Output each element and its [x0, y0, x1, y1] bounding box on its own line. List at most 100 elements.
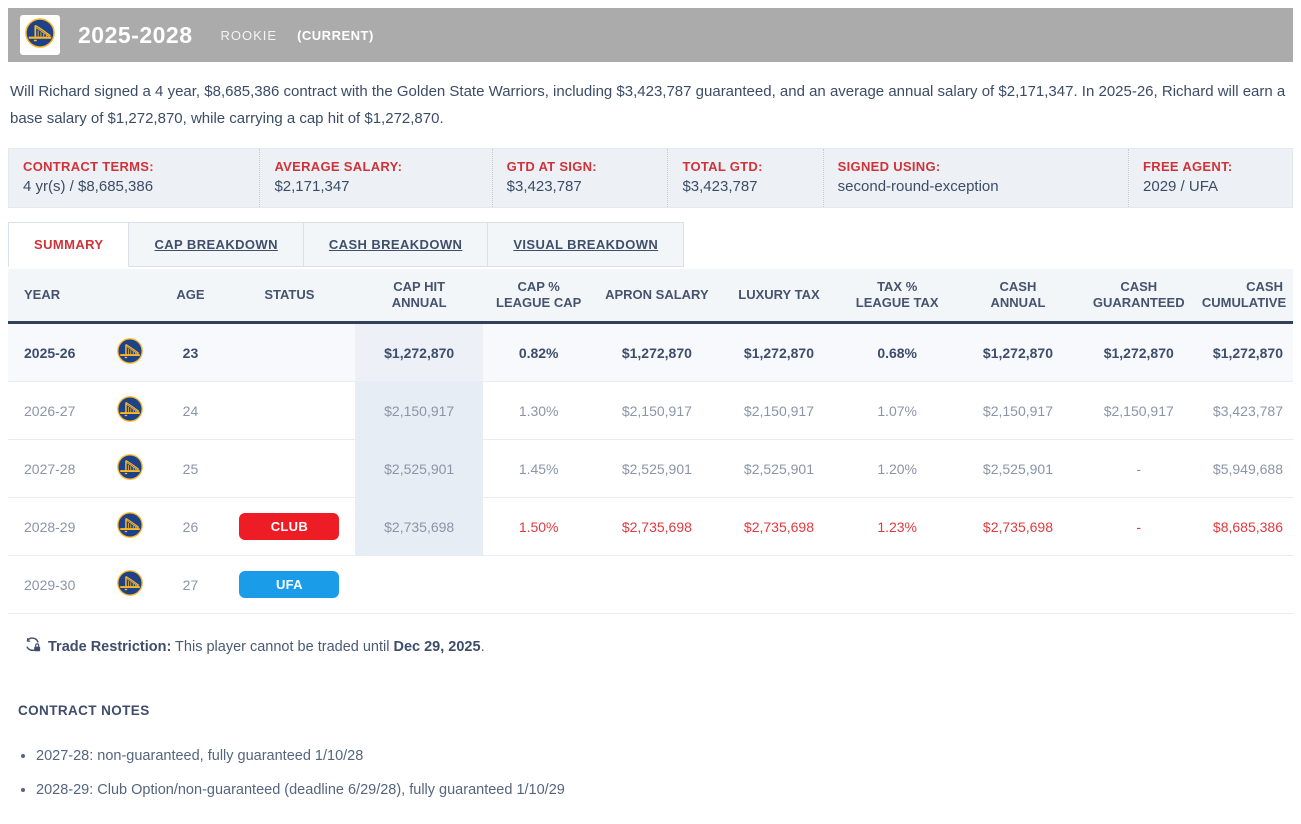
salary-row-2029-30: 2029-30 27 UFA — [8, 556, 1293, 614]
cash-cumulative-cell — [1198, 556, 1293, 614]
breakdown-tabs: SUMMARY CAP BREAKDOWN CASH BREAKDOWN VISUAL… — [8, 222, 685, 267]
warriors-logo-icon — [25, 17, 55, 53]
tax-pct-cell: 1.07% — [877, 402, 918, 419]
cap-pct-cell: 0.82% — [518, 344, 559, 361]
contract-years-title: 2025-2028 — [78, 21, 193, 48]
cap-pct-cell: 1.50% — [518, 518, 559, 535]
term-label: SIGNED USING: — [837, 159, 941, 174]
term-value: 2029 / UFA — [1143, 178, 1219, 195]
luxury-tax-cell — [720, 556, 838, 614]
term-label: TOTAL GTD: — [682, 159, 763, 174]
cash-cumulative-cell: $1,272,870 — [1212, 344, 1283, 361]
tax-pct-cell — [838, 556, 956, 614]
team-logo-cell — [103, 556, 157, 614]
cap-hit-cell: $2,735,698 — [354, 497, 484, 556]
column-header-age: AGE — [157, 269, 224, 323]
cash-annual-cell: $1,272,870 — [982, 344, 1053, 361]
term-value: $2,171,347 — [274, 178, 350, 195]
tab-label: CAP BREAKDOWN — [154, 237, 278, 252]
cash-guaranteed-cell: $1,272,870 — [1103, 344, 1174, 361]
column-header-apron: APRON SALARY — [593, 269, 720, 323]
salary-row-2027-28: 2027-28 25 $2,525,901 1.45% $2,525,901 $2,52… — [8, 439, 1293, 498]
team-logo-cell — [103, 382, 157, 440]
cap-pct-cell: 1.30% — [518, 402, 559, 419]
term-value: $3,423,787 — [682, 178, 758, 195]
age-cell: 25 — [182, 460, 199, 477]
term-cell-average-salary: AVERAGE SALARY: $2,171,347 — [260, 149, 493, 207]
age-cell: 26 — [182, 518, 199, 535]
contract-note-item: 2027-28: non-guaranteed, fully guarantee… — [36, 748, 1293, 764]
cash-annual-cell — [956, 556, 1079, 614]
term-cell-contract-terms: CONTRACT TERMS: 4 yr(s) / $8,685,386 — [9, 149, 261, 207]
tax-pct-cell: 0.68% — [877, 344, 918, 361]
tab-summary[interactable]: SUMMARY — [9, 223, 130, 267]
term-label: CONTRACT TERMS: — [23, 159, 154, 174]
year-cell: 2028-29 — [24, 518, 76, 535]
apron-salary-cell: $2,735,698 — [621, 518, 692, 535]
cash-cumulative-cell: $5,949,688 — [1212, 460, 1283, 477]
term-cell-total-gtd: TOTAL GTD: $3,423,787 — [668, 149, 824, 207]
tab-label: CASH BREAKDOWN — [328, 237, 463, 252]
year-cell: 2029-30 — [24, 576, 76, 593]
status-cell — [224, 323, 355, 382]
cap-pct-cell — [483, 556, 594, 614]
salary-table-header: YEAR AGE STATUS CAP HIT ANNUAL CAP % LEAGUE CA… — [8, 269, 1293, 323]
salary-table: YEAR AGE STATUS CAP HIT ANNUAL CAP % LEAGUE CA… — [8, 269, 1293, 614]
salary-row-2025-26: 2025-26 23 $1,272,870 0.82% $1,272,870 $1,27… — [8, 322, 1293, 382]
age-cell: 27 — [182, 576, 199, 593]
term-label: AVERAGE SALARY: — [274, 159, 403, 174]
team-logo-cell — [103, 498, 157, 556]
contract-type-label: ROOKIE — [220, 27, 278, 43]
cash-guaranteed-cell: $2,150,917 — [1103, 402, 1174, 419]
luxury-tax-cell: $2,525,901 — [743, 460, 814, 477]
luxury-tax-cell: $2,735,698 — [743, 518, 814, 535]
luxury-tax-cell: $1,272,870 — [743, 344, 814, 361]
status-badge-ufa[interactable]: UFA — [239, 571, 340, 598]
tab-label: SUMMARY — [34, 237, 104, 252]
contract-note-item: 2028-29: Club Option/non-guaranteed (dea… — [36, 782, 1293, 798]
salary-row-2028-29: 2028-29 26 CLUB $2,735,698 1.50% $2,735,698 $… — [8, 497, 1293, 556]
trade-lock-icon — [24, 636, 41, 657]
warriors-logo-icon — [117, 512, 143, 541]
cap-hit-cell: $1,272,870 — [354, 322, 484, 382]
year-cell: 2025-26 — [24, 344, 76, 361]
term-label: GTD AT SIGN: — [506, 159, 597, 174]
team-logo-box — [20, 15, 60, 55]
age-cell: 24 — [182, 402, 199, 419]
trade-restriction-text: Trade Restriction: This player cannot be… — [48, 638, 485, 655]
cash-annual-cell: $2,735,698 — [982, 518, 1053, 535]
apron-salary-cell: $1,272,870 — [621, 344, 692, 361]
column-header-year: YEAR — [8, 269, 158, 323]
tab-visual-breakdown[interactable]: VISUAL BREAKDOWN — [488, 223, 683, 266]
column-header-cash_gtd: CASH GUARANTEED — [1079, 269, 1198, 323]
contract-notes-list: 2027-28: non-guaranteed, fully guarantee… — [36, 748, 1293, 798]
tax-pct-cell: 1.23% — [877, 518, 918, 535]
warriors-logo-icon — [117, 570, 143, 599]
cap-hit-cell: $2,150,917 — [354, 381, 484, 440]
cash-guaranteed-cell — [1080, 556, 1198, 614]
term-cell-free-agent: FREE AGENT: 2029 / UFA — [1129, 149, 1292, 207]
apron-salary-cell: $2,150,917 — [621, 402, 692, 419]
year-cell: 2027-28 — [24, 460, 76, 477]
tab-cash-breakdown[interactable]: CASH BREAKDOWN — [304, 223, 489, 266]
term-cell-signed-using: SIGNED USING: second-round-exception — [824, 149, 1130, 207]
warriors-logo-icon — [117, 396, 143, 425]
team-logo-cell — [103, 323, 157, 382]
tax-pct-cell: 1.20% — [877, 460, 918, 477]
apron-salary-cell — [594, 556, 720, 614]
status-badge-club[interactable]: CLUB — [239, 513, 340, 540]
cash-annual-cell: $2,525,901 — [982, 460, 1053, 477]
column-header-cash_cum: CASH CUMULATIVE — [1197, 269, 1293, 323]
trade-restriction-note: Trade Restriction: This player cannot be… — [8, 614, 1293, 663]
column-header-tax_pct: TAX % LEAGUE TAX — [838, 269, 957, 323]
column-header-status: STATUS — [223, 269, 355, 323]
warriors-logo-icon — [117, 338, 143, 367]
tab-cap-breakdown[interactable]: CAP BREAKDOWN — [129, 223, 304, 266]
luxury-tax-cell: $2,150,917 — [743, 402, 814, 419]
cash-annual-cell: $2,150,917 — [982, 402, 1053, 419]
term-value: second-round-exception — [837, 178, 999, 195]
cap-hit-cell — [355, 556, 484, 614]
contract-notes-title: CONTRACT NOTES — [18, 703, 150, 718]
contract-terms-strip: CONTRACT TERMS: 4 yr(s) / $8,685,386 AVERA… — [8, 148, 1293, 208]
